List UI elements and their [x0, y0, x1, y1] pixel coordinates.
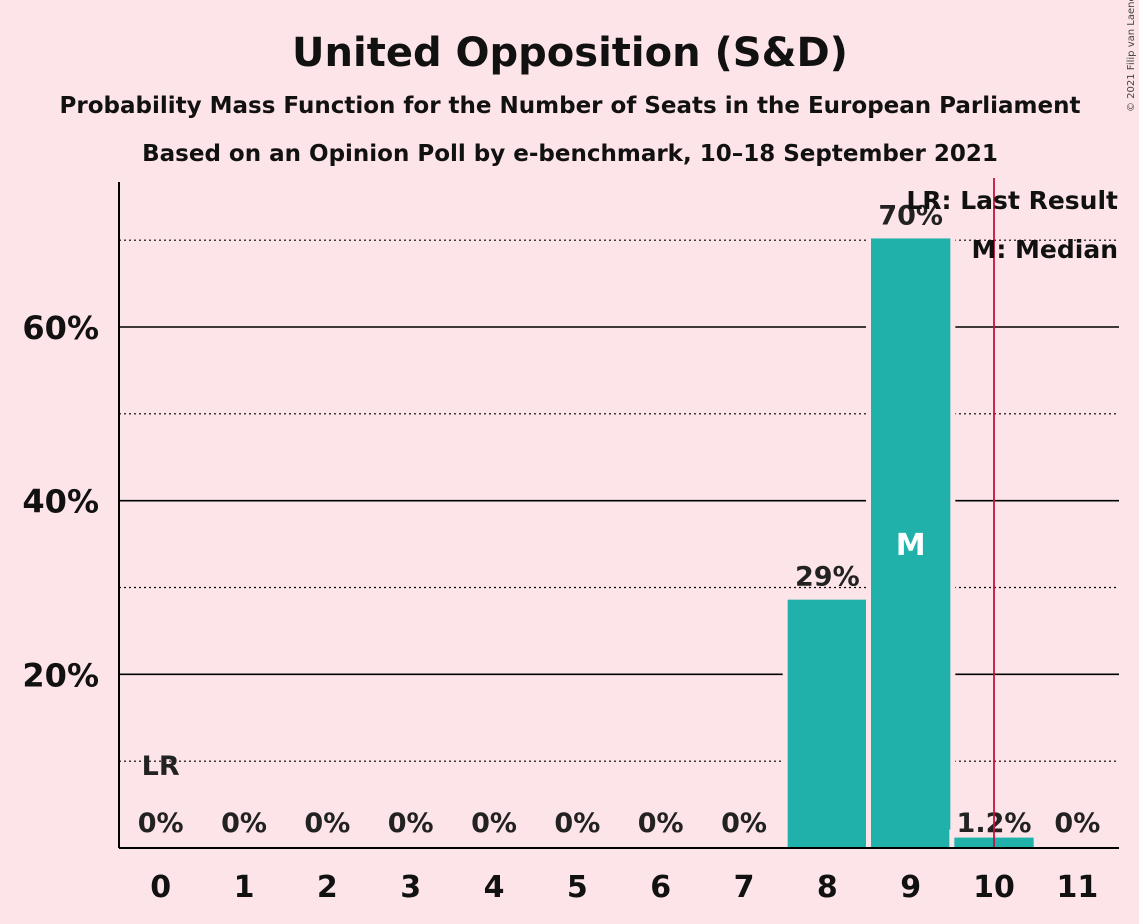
x-tick-label: 11: [1056, 870, 1098, 905]
bar-value-label: 0%: [554, 808, 600, 839]
legend-last-result: LR: Last Result: [906, 186, 1118, 215]
bar-value-label: 0%: [471, 808, 517, 839]
bar-value-label: 0%: [388, 808, 434, 839]
plot-area: 20%40%60%0%00%10%20%30%40%50%60%729%870%…: [22, 178, 1119, 905]
bar-value-label: 0%: [221, 808, 267, 839]
chart-subtitle: Probability Mass Function for the Number…: [60, 93, 1081, 119]
chart-poll-info: Based on an Opinion Poll by e-benchmark,…: [142, 141, 998, 167]
x-tick-label: 7: [734, 870, 755, 905]
median-marker: M: [896, 528, 926, 563]
copyright-text: © 2021 Filip van Laenen: [1126, 0, 1137, 112]
x-tick-label: 0: [150, 870, 171, 905]
x-tick-label: 5: [567, 870, 588, 905]
bar-value-label: 0%: [1054, 808, 1100, 839]
x-tick-label: 2: [317, 870, 338, 905]
last-result-marker: LR: [142, 751, 180, 782]
bar-value-label: 0%: [304, 808, 350, 839]
bar-value-label: 70%: [878, 200, 943, 231]
bar-value-label: 0%: [638, 808, 684, 839]
y-tick-label: 40%: [22, 483, 99, 521]
x-tick-label: 4: [484, 870, 505, 905]
x-tick-label: 1: [234, 870, 255, 905]
y-tick-label: 60%: [22, 309, 99, 347]
chart-title: United Opposition (S&D): [292, 30, 848, 76]
x-tick-label: 9: [900, 870, 921, 905]
x-tick-label: 8: [817, 870, 838, 905]
y-tick-label: 20%: [22, 656, 99, 694]
legend-median: M: Median: [971, 235, 1118, 264]
bar-value-label: 0%: [138, 808, 184, 839]
x-tick-label: 3: [400, 870, 421, 905]
x-tick-label: 10: [973, 870, 1015, 905]
bar-value-label: 29%: [795, 562, 860, 593]
bar-value-label: 0%: [721, 808, 767, 839]
bar: [787, 599, 867, 848]
bar: [871, 238, 951, 848]
x-tick-label: 6: [650, 870, 671, 905]
